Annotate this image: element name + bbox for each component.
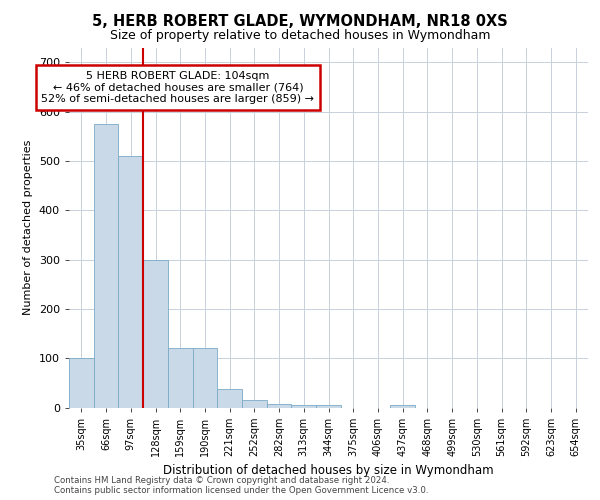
Text: 5 HERB ROBERT GLADE: 104sqm
← 46% of detached houses are smaller (764)
52% of se: 5 HERB ROBERT GLADE: 104sqm ← 46% of det… (41, 71, 314, 104)
Bar (168, 348, 193, 408)
Bar (242, 400, 267, 407)
Bar (390, 405, 415, 407)
Text: 5, HERB ROBERT GLADE, WYMONDHAM, NR18 0XS: 5, HERB ROBERT GLADE, WYMONDHAM, NR18 0X… (92, 14, 508, 29)
Bar (267, 404, 292, 407)
Text: Contains HM Land Registry data © Crown copyright and database right 2024.: Contains HM Land Registry data © Crown c… (54, 476, 389, 485)
Y-axis label: Number of detached properties: Number of detached properties (23, 140, 33, 315)
Bar (316, 405, 341, 407)
Bar (143, 260, 168, 408)
Bar (94, 124, 118, 408)
Bar (217, 389, 242, 407)
X-axis label: Distribution of detached houses by size in Wymondham: Distribution of detached houses by size … (163, 464, 494, 477)
Bar (193, 348, 217, 408)
Bar (292, 405, 316, 407)
Text: Contains public sector information licensed under the Open Government Licence v3: Contains public sector information licen… (54, 486, 428, 495)
Bar (69, 358, 94, 408)
Text: Size of property relative to detached houses in Wymondham: Size of property relative to detached ho… (110, 29, 490, 42)
Bar (118, 156, 143, 407)
